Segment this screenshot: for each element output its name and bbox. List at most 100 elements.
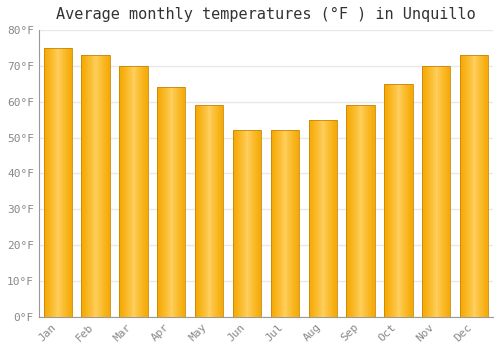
Bar: [132, 66, 134, 317]
Bar: [259, 131, 260, 317]
Bar: [106, 55, 107, 317]
Bar: [236, 131, 237, 317]
Bar: [308, 120, 337, 317]
Bar: [389, 84, 390, 317]
Bar: [355, 105, 356, 317]
Bar: [390, 84, 392, 317]
Bar: [348, 105, 349, 317]
Bar: [294, 131, 295, 317]
Bar: [314, 120, 315, 317]
Bar: [159, 88, 160, 317]
Bar: [125, 66, 126, 317]
Bar: [274, 131, 275, 317]
Bar: [427, 66, 428, 317]
Bar: [278, 131, 279, 317]
Bar: [480, 55, 481, 317]
Bar: [49, 48, 50, 317]
Bar: [233, 131, 234, 317]
Bar: [134, 66, 135, 317]
Bar: [87, 55, 88, 317]
Bar: [478, 55, 479, 317]
Bar: [295, 131, 296, 317]
Bar: [372, 105, 374, 317]
Bar: [435, 66, 436, 317]
Bar: [308, 120, 309, 317]
Bar: [316, 120, 317, 317]
Bar: [235, 131, 236, 317]
Bar: [409, 84, 410, 317]
Bar: [144, 66, 145, 317]
Bar: [352, 105, 353, 317]
Bar: [400, 84, 402, 317]
Bar: [357, 105, 358, 317]
Bar: [59, 48, 60, 317]
Bar: [285, 131, 286, 317]
Bar: [84, 55, 85, 317]
Bar: [467, 55, 468, 317]
Bar: [336, 120, 337, 317]
Bar: [252, 131, 254, 317]
Bar: [242, 131, 244, 317]
Bar: [165, 88, 166, 317]
Bar: [356, 105, 357, 317]
Bar: [69, 48, 70, 317]
Bar: [102, 55, 104, 317]
Bar: [477, 55, 478, 317]
Bar: [56, 48, 57, 317]
Bar: [70, 48, 71, 317]
Bar: [64, 48, 65, 317]
Bar: [162, 88, 163, 317]
Bar: [385, 84, 386, 317]
Bar: [233, 131, 261, 317]
Bar: [181, 88, 182, 317]
Bar: [422, 66, 423, 317]
Bar: [282, 131, 284, 317]
Bar: [178, 88, 179, 317]
Bar: [175, 88, 176, 317]
Bar: [290, 131, 291, 317]
Bar: [104, 55, 105, 317]
Bar: [422, 66, 450, 317]
Bar: [214, 105, 215, 317]
Bar: [164, 88, 165, 317]
Bar: [52, 48, 53, 317]
Bar: [170, 88, 172, 317]
Bar: [273, 131, 274, 317]
Bar: [254, 131, 255, 317]
Bar: [54, 48, 55, 317]
Bar: [384, 84, 412, 317]
Bar: [246, 131, 247, 317]
Bar: [163, 88, 164, 317]
Bar: [394, 84, 395, 317]
Bar: [437, 66, 438, 317]
Bar: [476, 55, 477, 317]
Bar: [364, 105, 365, 317]
Bar: [335, 120, 336, 317]
Bar: [67, 48, 68, 317]
Bar: [239, 131, 240, 317]
Bar: [407, 84, 408, 317]
Bar: [429, 66, 430, 317]
Bar: [158, 88, 159, 317]
Bar: [119, 66, 148, 317]
Bar: [47, 48, 48, 317]
Bar: [92, 55, 94, 317]
Bar: [197, 105, 198, 317]
Bar: [195, 105, 224, 317]
Bar: [359, 105, 360, 317]
Bar: [95, 55, 96, 317]
Bar: [97, 55, 98, 317]
Bar: [237, 131, 238, 317]
Bar: [397, 84, 398, 317]
Bar: [217, 105, 218, 317]
Bar: [313, 120, 314, 317]
Bar: [82, 55, 83, 317]
Bar: [83, 55, 84, 317]
Bar: [324, 120, 325, 317]
Bar: [206, 105, 207, 317]
Bar: [140, 66, 141, 317]
Bar: [426, 66, 427, 317]
Bar: [109, 55, 110, 317]
Bar: [65, 48, 66, 317]
Bar: [405, 84, 406, 317]
